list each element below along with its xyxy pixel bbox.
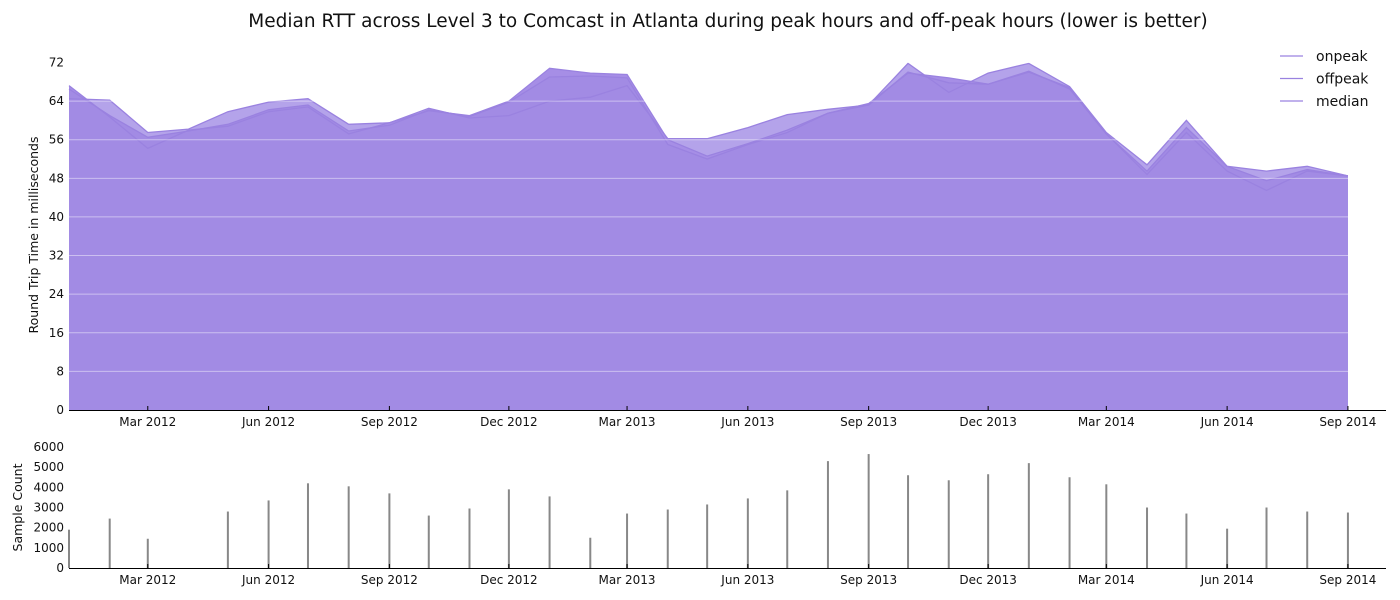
sample-count-bar — [306, 483, 309, 568]
x-tick-label: Jun 2014 — [1200, 573, 1254, 587]
y-axis-label: Sample Count — [10, 463, 25, 551]
sample-count-bar — [1105, 484, 1108, 568]
x-tick-label: Jun 2013 — [720, 573, 774, 587]
sample-count-bar — [786, 490, 789, 568]
sample-count-bar — [907, 475, 910, 568]
x-tick-label: Sep 2014 — [1319, 573, 1376, 587]
line-onpeak — [68, 62, 1349, 177]
sample-count-bar — [1306, 511, 1309, 568]
sample-count-bar — [226, 511, 229, 568]
x-tick-label: Sep 2012 — [361, 415, 418, 429]
x-tick-label: Dec 2013 — [959, 415, 1017, 429]
x-tick-label: Jun 2014 — [1200, 415, 1254, 429]
sample-count-bar — [267, 500, 270, 568]
sample-count-bar — [1226, 528, 1229, 568]
sample-count-bar — [347, 486, 350, 568]
x-tick-label: Dec 2012 — [480, 415, 538, 429]
y-axis-label: Round Trip Time in milliseconds — [26, 137, 41, 334]
x-tick-label: Jun 2012 — [241, 573, 295, 587]
sample-count-bar — [468, 508, 471, 568]
sample-count-bar — [548, 496, 551, 568]
sample-count-bar — [987, 474, 990, 568]
legend-label-offpeak: offpeak — [1316, 72, 1369, 88]
x-tick-label: Dec 2013 — [959, 573, 1017, 587]
y-tick-label: 64 — [49, 94, 64, 108]
sample-count-bar — [507, 489, 510, 568]
sample-count-bar — [68, 529, 70, 568]
x-tick-label: Sep 2013 — [840, 573, 897, 587]
y-tick-label: 24 — [49, 287, 64, 301]
x-tick-label: Mar 2012 — [119, 573, 176, 587]
sample-count-bar — [626, 513, 629, 568]
sample-count-bar — [108, 518, 111, 568]
x-tick-label: Mar 2013 — [599, 415, 656, 429]
y-tick-label: 2000 — [33, 521, 64, 535]
rtt-area-plot: 0 8 16 24 32 40 48 56 64 72 Mar 2012 Jun 2012 Sep 20… — [26, 55, 1386, 429]
sample-count-bar — [1068, 477, 1071, 568]
y-tick-label: 32 — [49, 249, 64, 263]
legend-label-onpeak: onpeak — [1316, 49, 1369, 65]
y-tick-label: 48 — [49, 171, 64, 185]
sample-count-bar — [589, 537, 592, 568]
sample-count-bar — [746, 498, 749, 568]
x-tick-label: Mar 2014 — [1078, 573, 1135, 587]
x-tick-label: Sep 2012 — [361, 573, 418, 587]
sample-count-bar — [388, 493, 391, 568]
sample-count-bar — [947, 480, 950, 568]
sample-count-bar — [1346, 512, 1349, 568]
y-tick-label: 1000 — [33, 541, 64, 555]
sample-count-bar — [1146, 507, 1149, 568]
y-tick-label: 16 — [49, 326, 64, 340]
y-tick-label: 72 — [49, 55, 64, 69]
y-tick-label: 0 — [56, 561, 64, 575]
sample-count-bar — [146, 538, 149, 568]
sample-count-bar — [1265, 507, 1268, 568]
line-offpeak — [68, 67, 1348, 192]
x-tick-label: Sep 2014 — [1319, 415, 1376, 429]
sample-count-bar — [826, 461, 829, 568]
y-tick-label: 3000 — [33, 501, 64, 515]
sample-count-bar — [427, 515, 430, 568]
y-tick-label: 4000 — [33, 480, 64, 494]
sample-count-bar-plot: 0 1000 2000 3000 4000 5000 6000 Mar 2012 Jun 201… — [10, 440, 1386, 587]
sample-count-bar — [867, 454, 870, 568]
y-tick-label: 5000 — [33, 460, 64, 474]
x-tick-label: Sep 2013 — [840, 415, 897, 429]
sample-count-bar — [1027, 463, 1030, 568]
chart-title: Median RTT across Level 3 to Comcast in … — [248, 11, 1207, 32]
x-tick-label: Mar 2013 — [599, 573, 656, 587]
y-tick-label: 56 — [49, 133, 64, 147]
area-median — [69, 72, 1348, 410]
x-tick-label: Mar 2014 — [1078, 415, 1135, 429]
line-median — [68, 71, 1348, 182]
y-tick-label: 6000 — [33, 440, 64, 454]
sample-count-bar — [706, 504, 709, 568]
x-tick-label: Dec 2012 — [480, 573, 538, 587]
legend-label-median: median — [1316, 94, 1368, 110]
y-tick-label: 0 — [56, 403, 64, 417]
x-tick-label: Jun 2013 — [720, 415, 774, 429]
x-tick-label: Jun 2012 — [241, 415, 295, 429]
x-tick-label: Mar 2012 — [119, 415, 176, 429]
sample-count-bar — [666, 509, 669, 568]
legend: onpeak offpeak median — [1280, 49, 1369, 110]
y-tick-label: 40 — [49, 210, 64, 224]
y-tick-label: 8 — [56, 364, 64, 378]
sample-count-bar — [1185, 513, 1188, 568]
